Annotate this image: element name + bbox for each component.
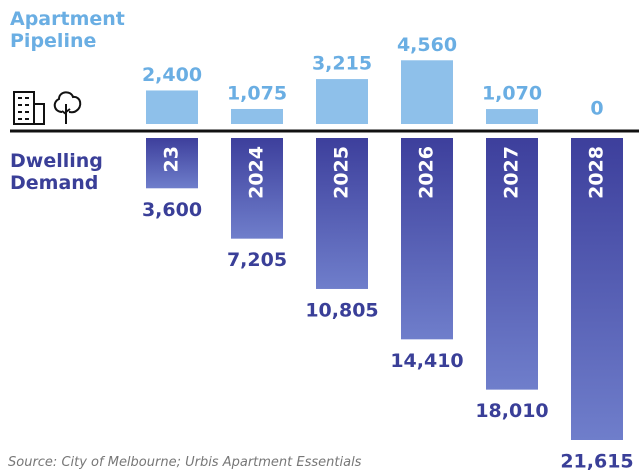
category-label: 23 bbox=[161, 146, 183, 172]
pipeline-bar bbox=[316, 79, 368, 124]
pipeline-label: 1,070 bbox=[482, 83, 542, 105]
pipeline-bar bbox=[146, 90, 198, 124]
pipeline-label: 1,075 bbox=[227, 82, 287, 104]
demand-bar bbox=[486, 138, 538, 390]
demand-bar bbox=[401, 138, 453, 340]
category-label: 2028 bbox=[586, 146, 608, 199]
tree-icon bbox=[53, 91, 82, 124]
pipeline-label: 0 bbox=[590, 98, 603, 120]
demand-label: 18,010 bbox=[475, 400, 548, 422]
demand-bar bbox=[146, 138, 198, 189]
demand-label: 7,205 bbox=[227, 249, 287, 271]
legend-pipeline: Apartment Pipeline bbox=[10, 8, 125, 52]
demand-label: 10,805 bbox=[305, 299, 378, 321]
legend-demand: Dwelling Demand bbox=[10, 150, 103, 194]
demand-label: 14,410 bbox=[390, 350, 463, 372]
demand-label: 3,600 bbox=[142, 199, 202, 221]
category-label: 2027 bbox=[501, 146, 523, 199]
pipeline-bar bbox=[401, 60, 453, 124]
building-icon bbox=[13, 91, 45, 125]
pipeline-label: 3,215 bbox=[312, 53, 372, 75]
demand-bar bbox=[231, 138, 283, 239]
pipeline-label: 2,400 bbox=[142, 64, 202, 86]
pipeline-label: 4,560 bbox=[397, 34, 457, 56]
category-label: 2024 bbox=[246, 146, 268, 199]
demand-bar bbox=[316, 138, 368, 289]
category-label: 2026 bbox=[416, 146, 438, 199]
pipeline-bar bbox=[486, 109, 538, 124]
category-label: 2025 bbox=[331, 146, 353, 199]
pipeline-bar bbox=[231, 108, 283, 124]
source-note: Source: City of Melbourne; Urbis Apartme… bbox=[8, 455, 362, 470]
demand-bar bbox=[571, 138, 623, 440]
demand-label: 21,615 bbox=[560, 451, 633, 472]
